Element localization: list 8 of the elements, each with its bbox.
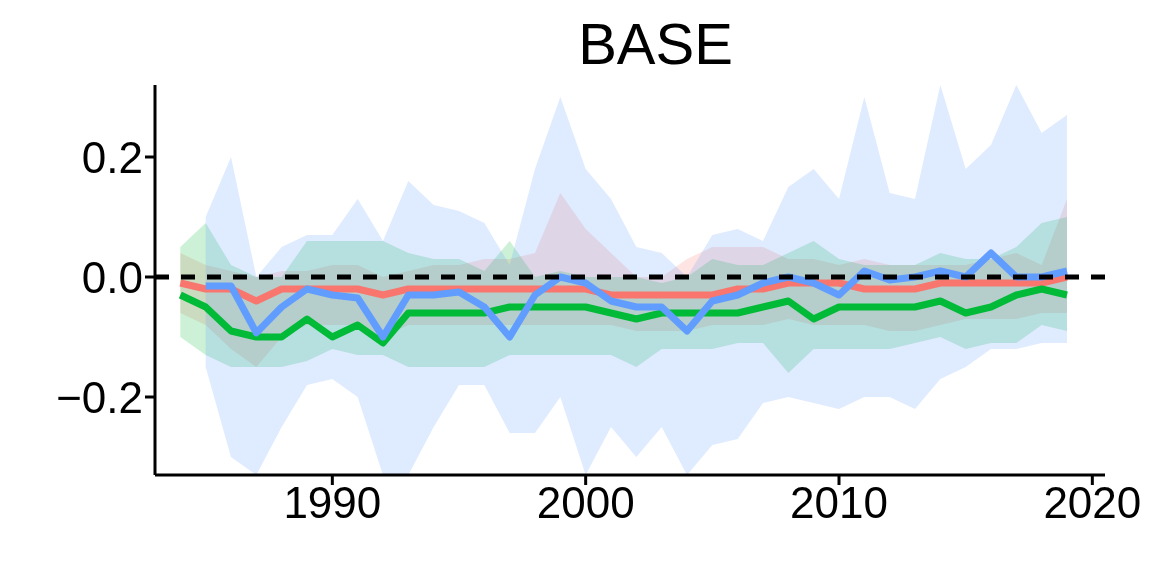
x-tick-label: 2000	[536, 478, 635, 528]
chart-title: BASE	[577, 10, 734, 78]
y-tick-label: −0.2	[56, 372, 143, 422]
y-tick-label: 0.0	[81, 252, 143, 302]
y-tick-label: 0.2	[81, 132, 143, 182]
x-tick-label: 1990	[283, 478, 382, 528]
x-tick-label: 2020	[1043, 478, 1142, 528]
x-tick-label: 2010	[790, 478, 888, 528]
